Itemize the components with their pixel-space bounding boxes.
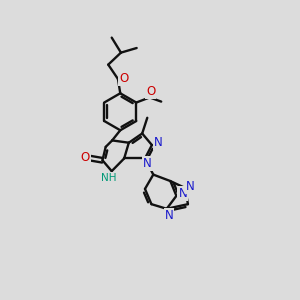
Text: N: N: [165, 209, 173, 222]
Text: N: N: [178, 187, 187, 200]
Text: NH: NH: [101, 173, 117, 183]
Text: N: N: [154, 136, 163, 149]
Text: O: O: [146, 85, 155, 98]
Text: O: O: [80, 151, 89, 164]
Text: O: O: [119, 71, 128, 85]
Text: N: N: [186, 180, 195, 193]
Text: N: N: [143, 157, 152, 170]
